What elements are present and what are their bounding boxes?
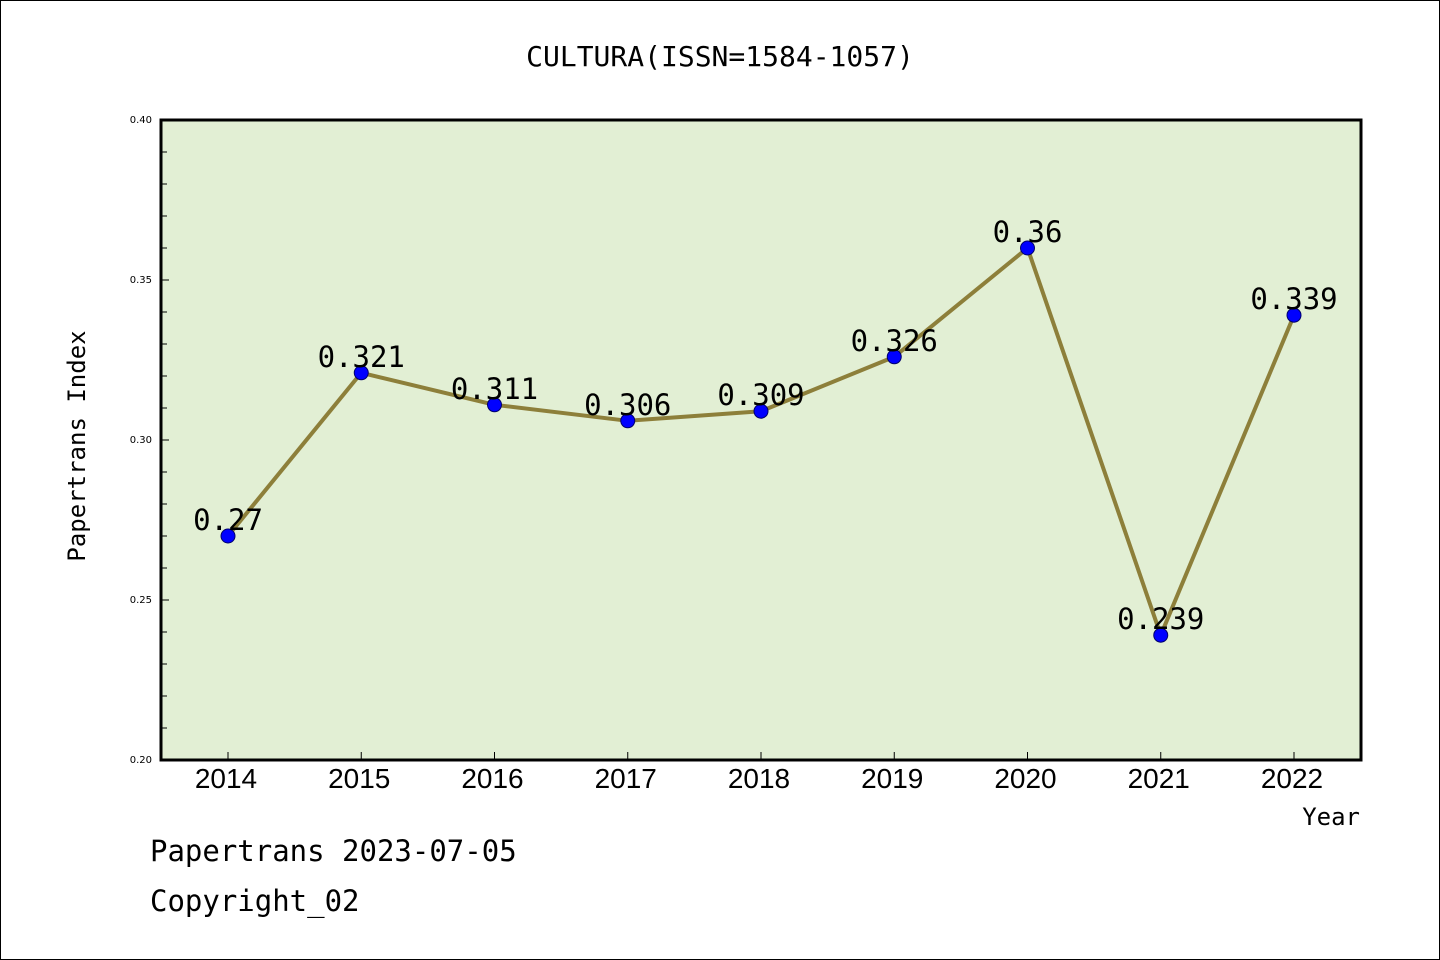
data-label: 0.27 xyxy=(193,503,263,537)
data-point xyxy=(753,403,769,419)
source-date-text: Papertrans 2023-07-05 xyxy=(150,834,517,868)
x-tick-label: 2020 xyxy=(994,763,1056,794)
plot-area xyxy=(161,120,1361,760)
x-tick-label: 2017 xyxy=(595,763,657,794)
data-label: 0.311 xyxy=(451,372,538,406)
data-markers xyxy=(220,240,1302,643)
data-point xyxy=(220,528,236,544)
plot-border xyxy=(159,118,1363,762)
x-tick-label: 2018 xyxy=(728,763,790,794)
data-point xyxy=(886,349,902,365)
y-tick-label: 0.20 xyxy=(130,755,152,766)
data-label: 0.326 xyxy=(851,324,938,358)
data-point xyxy=(1020,240,1035,256)
data-point xyxy=(620,413,636,429)
data-point xyxy=(487,397,502,413)
x-tick-label: 2016 xyxy=(461,763,523,794)
y-tick-label: 0.40 xyxy=(130,115,152,126)
data-label: 0.36 xyxy=(993,215,1063,249)
data-point xyxy=(1153,627,1169,643)
x-tick-label: 2015 xyxy=(328,763,390,794)
chart-title: CULTURA(ISSN=1584-1057) xyxy=(526,40,914,73)
y-tick-label: 0.25 xyxy=(130,595,152,606)
data-label: 0.306 xyxy=(584,388,671,422)
y-tick-label: 0.30 xyxy=(130,435,152,446)
data-label: 0.321 xyxy=(318,340,405,374)
x-tick-label: 2014 xyxy=(195,763,257,794)
y-tick-label: 0.35 xyxy=(130,275,152,286)
x-axis-label: Year xyxy=(1302,803,1360,831)
data-point xyxy=(1286,307,1302,323)
data-labels: 0.27 0.321 0.311 0.306 0.309 0.326 0.36 0.239 0.… xyxy=(193,215,1338,636)
x-tick-label: 2021 xyxy=(1128,763,1190,794)
copyright-text: Copyright_02 xyxy=(150,884,360,918)
y-axis-label: Papertrans Index xyxy=(63,330,91,561)
data-label: 0.339 xyxy=(1250,282,1337,316)
x-tick-label: 2019 xyxy=(861,763,923,794)
data-point xyxy=(353,365,369,381)
x-axis: 2014 2015 2016 2017 2018 2019 2020 2021 2022 xyxy=(195,752,1323,794)
x-tick-label: 2022 xyxy=(1261,763,1323,794)
data-label: 0.309 xyxy=(717,378,804,412)
data-label: 0.239 xyxy=(1117,602,1204,636)
